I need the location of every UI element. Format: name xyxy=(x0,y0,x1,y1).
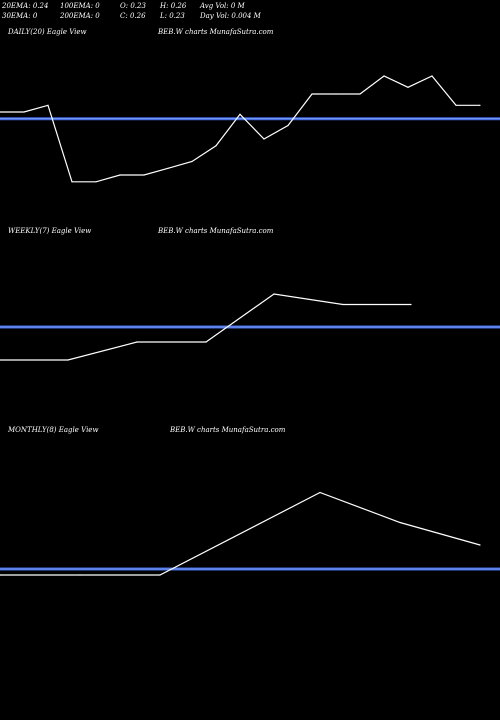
price-point xyxy=(71,181,73,183)
price-point xyxy=(383,75,385,77)
price-point xyxy=(23,111,25,113)
price-point xyxy=(479,104,481,106)
price-point xyxy=(399,521,401,524)
ema200-stat: 200EMA: 0 xyxy=(60,12,100,20)
price-point xyxy=(136,341,138,343)
price-point xyxy=(479,544,481,546)
price-point xyxy=(263,138,265,140)
price-point xyxy=(311,93,313,95)
price-point xyxy=(359,93,361,95)
low-stat: L: 0.23 xyxy=(160,12,185,20)
daily-panel-title: DAILY(20) Eagle View xyxy=(8,28,87,36)
avg-vol-stat: Avg Vol: 0 M xyxy=(200,2,245,10)
monthly-chart xyxy=(0,491,500,576)
price-point xyxy=(287,124,289,127)
monthly-panel-title: MONTHLY(8) Eagle View xyxy=(8,426,99,434)
price-point xyxy=(0,574,1,576)
price-point xyxy=(47,104,49,106)
price-line xyxy=(0,491,481,576)
price-point xyxy=(119,174,121,176)
daily-chart xyxy=(0,75,500,183)
price-point xyxy=(159,574,161,576)
price-point xyxy=(205,341,207,343)
price-point xyxy=(191,160,193,163)
price-point xyxy=(0,111,1,113)
price-point xyxy=(215,145,217,147)
weekly-panel-source: BEB.W charts MunafaSutra.com xyxy=(158,227,274,235)
weekly-panel-title: WEEKLY(7) Eagle View xyxy=(8,227,92,235)
price-point xyxy=(167,167,169,169)
price-line xyxy=(0,75,480,183)
price-point xyxy=(335,93,337,95)
price-point xyxy=(319,491,321,494)
price-point xyxy=(67,359,69,361)
price-point xyxy=(143,174,145,176)
price-point xyxy=(239,113,241,115)
price-point xyxy=(410,303,412,306)
price-point xyxy=(95,181,97,183)
weekly-chart xyxy=(0,293,500,361)
price-point xyxy=(273,293,275,295)
monthly-panel-source: BEB.W charts MunafaSutra.com xyxy=(170,426,286,434)
close-stat: C: 0.26 xyxy=(120,12,146,20)
stats-header: 20EMA: 0.24 100EMA: 0 O: 0.23 H: 0.26 Av… xyxy=(0,0,500,30)
price-point xyxy=(79,574,81,576)
price-point xyxy=(407,86,409,88)
price-point xyxy=(431,75,433,77)
ema20-stat: 20EMA: 0.24 xyxy=(2,2,49,10)
high-stat: H: 0.26 xyxy=(160,2,187,10)
open-stat: O: 0.23 xyxy=(120,2,146,10)
price-point xyxy=(342,303,344,306)
ema100-stat: 100EMA: 0 xyxy=(60,2,100,10)
day-vol-stat: Day Vol: 0.004 M xyxy=(200,12,261,20)
price-point xyxy=(455,104,457,106)
ema30-stat: 30EMA: 0 xyxy=(2,12,38,20)
price-point xyxy=(0,359,1,361)
daily-panel-source: BEB.W charts MunafaSutra.com xyxy=(158,28,274,36)
